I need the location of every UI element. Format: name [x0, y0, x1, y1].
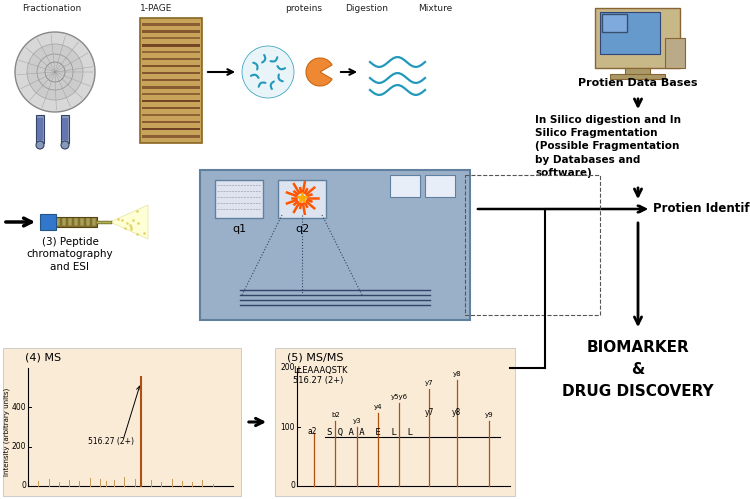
FancyBboxPatch shape [40, 214, 56, 230]
FancyBboxPatch shape [390, 175, 420, 197]
FancyBboxPatch shape [278, 180, 326, 218]
Text: y3: y3 [352, 418, 361, 424]
Text: 1-PAGE: 1-PAGE [140, 4, 172, 13]
Circle shape [15, 32, 95, 112]
Bar [142, 23, 200, 26]
Bar [142, 30, 200, 33]
Text: (4) MS: (4) MS [25, 353, 62, 363]
Text: (5) MS/MS: (5) MS/MS [287, 353, 344, 363]
Text: y8: y8 [452, 408, 461, 417]
Bar [62, 218, 66, 226]
Text: 200: 200 [11, 442, 26, 451]
Text: 400: 400 [11, 403, 26, 412]
Bar [142, 72, 200, 74]
Bar [142, 107, 200, 109]
Bar [61, 115, 69, 143]
Text: 200: 200 [280, 363, 295, 372]
Circle shape [242, 46, 294, 98]
FancyBboxPatch shape [200, 170, 470, 320]
Bar [56, 218, 60, 226]
Bar [142, 44, 200, 47]
FancyBboxPatch shape [140, 18, 202, 143]
Bar [74, 218, 78, 226]
Bar [142, 135, 200, 138]
Bar [142, 65, 200, 66]
Bar [86, 218, 90, 226]
Bar [80, 218, 84, 226]
Text: y9: y9 [484, 412, 493, 418]
Text: Intensity (arbitrary units): Intensity (arbitrary units) [4, 388, 10, 476]
Text: Protien Data Bases: Protien Data Bases [578, 78, 698, 88]
Text: y8: y8 [452, 371, 461, 377]
Bar [68, 218, 72, 226]
Text: LLEAAAQSTK: LLEAAAQSTK [293, 366, 347, 375]
Text: Protien Identification: Protien Identification [653, 203, 750, 216]
Bar [142, 128, 200, 130]
Circle shape [27, 44, 83, 100]
Bar [610, 74, 665, 79]
FancyBboxPatch shape [425, 175, 455, 197]
Circle shape [36, 141, 44, 149]
Text: y5y6: y5y6 [391, 394, 408, 400]
Text: BIOMARKER
&
DRUG DISCOVERY: BIOMARKER & DRUG DISCOVERY [562, 340, 714, 399]
Text: (3) Peptide
chromatography
and ESI: (3) Peptide chromatography and ESI [27, 237, 113, 272]
Bar [42, 217, 97, 227]
Text: y4: y4 [374, 404, 382, 410]
Text: In Silico digestion and In
Silico Fragmentation
(Possible Fragmentation
by Datab: In Silico digestion and In Silico Fragme… [535, 115, 681, 178]
Text: 0: 0 [21, 482, 26, 491]
Bar [142, 58, 200, 60]
Text: a2: a2 [308, 428, 316, 437]
Polygon shape [110, 205, 148, 239]
Bar [36, 115, 44, 143]
Text: 516.27 (2+): 516.27 (2+) [293, 376, 344, 385]
Bar [142, 121, 200, 123]
Bar [92, 218, 96, 226]
Bar [142, 100, 200, 102]
Text: Fractionation: Fractionation [22, 4, 81, 13]
FancyBboxPatch shape [3, 348, 241, 496]
Bar [142, 37, 200, 38]
FancyBboxPatch shape [215, 180, 263, 218]
Bar [625, 68, 650, 76]
Bar [142, 51, 200, 52]
Text: b2: b2 [331, 412, 340, 418]
Bar [142, 93, 200, 95]
Bar [142, 79, 200, 81]
Text: q1: q1 [232, 224, 246, 234]
Text: y7: y7 [424, 380, 433, 386]
Bar [50, 218, 54, 226]
Bar [37, 118, 43, 140]
Bar [62, 118, 68, 140]
Text: 0: 0 [290, 482, 295, 491]
Wedge shape [306, 58, 332, 86]
Text: 516.27 (2+): 516.27 (2+) [88, 437, 134, 446]
Text: q2: q2 [295, 224, 309, 234]
FancyBboxPatch shape [275, 348, 515, 496]
FancyBboxPatch shape [595, 8, 680, 68]
FancyBboxPatch shape [665, 38, 685, 68]
Text: y7: y7 [424, 408, 433, 417]
Text: Mixture: Mixture [418, 4, 452, 13]
Circle shape [37, 54, 73, 90]
Text: S Q A A  E  L  L: S Q A A E L L [327, 428, 413, 437]
Bar [44, 218, 48, 226]
FancyBboxPatch shape [602, 14, 627, 32]
Bar [142, 86, 200, 89]
Circle shape [45, 62, 65, 82]
Bar [142, 114, 200, 116]
Text: proteins: proteins [285, 4, 322, 13]
Text: 100: 100 [280, 423, 295, 432]
FancyBboxPatch shape [600, 12, 660, 54]
Circle shape [61, 141, 69, 149]
Text: Digestion: Digestion [345, 4, 388, 13]
